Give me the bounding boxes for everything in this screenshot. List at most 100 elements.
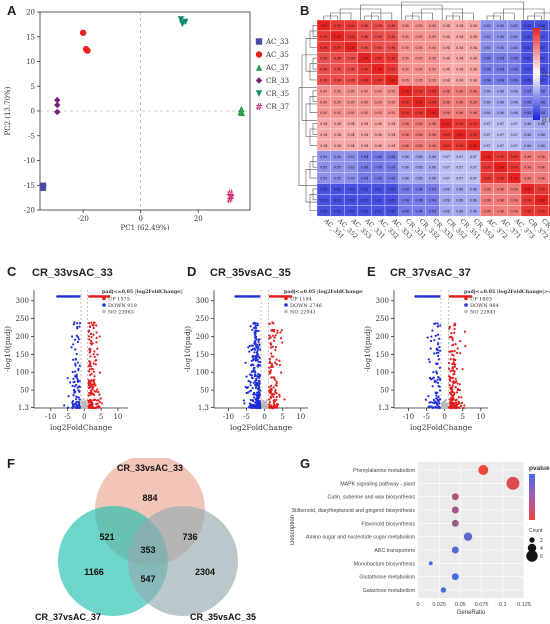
- heatmap-cell-value: 0.82: [347, 198, 354, 202]
- y-tick-label: 50: [200, 387, 209, 395]
- heatmap-cell-value: 0.84: [511, 78, 518, 82]
- volcano-point-down: [436, 403, 439, 407]
- volcano-point-down-capped: [257, 295, 261, 298]
- heatmap-cell-value: 0.94: [470, 57, 477, 61]
- heatmap-cell-value: 1.00: [511, 177, 518, 181]
- heatmap-cell-value: 0.95: [361, 100, 368, 104]
- volcano-point-down: [259, 348, 262, 351]
- volcano-legend-label: DOWN 984: [470, 303, 499, 309]
- volcano-point-down-capped: [436, 295, 439, 298]
- volcano-point-up: [94, 363, 97, 366]
- volcano-point-up: [272, 328, 276, 332]
- volcano-point-down: [75, 334, 78, 337]
- heatmap-cell-value: 0.99: [347, 24, 354, 28]
- heatmap-cell-value: 0.96: [538, 177, 545, 181]
- volcano-point-down-capped: [239, 295, 243, 298]
- heatmap-cell-value: 0.99: [320, 35, 327, 39]
- heatmap-cell-value: 0.99: [375, 78, 382, 82]
- volcano-point-down-capped: [437, 295, 441, 298]
- heatmap-cell-value: 0.84: [402, 209, 409, 213]
- volcano-point-up: [268, 398, 271, 401]
- pca-point-CR_33: [54, 108, 61, 116]
- volcano-point-down-capped: [248, 295, 252, 298]
- heatmap-cell-value: 0.87: [443, 155, 450, 159]
- volcano-point-up: [280, 329, 283, 332]
- volcano-point-up: [452, 361, 455, 364]
- volcano-point-up: [96, 388, 99, 391]
- volcano-point-up: [275, 380, 278, 383]
- heatmap-cell-value: 0.85: [497, 35, 504, 39]
- venn-set-2: [128, 506, 238, 616]
- heatmap-cell-value: 0.95: [415, 46, 422, 50]
- volcano-point-down: [433, 352, 436, 355]
- volcano-point-down-capped: [427, 295, 430, 298]
- x-tick-label: 0: [262, 413, 266, 421]
- volcano-point-down: [77, 338, 81, 341]
- volcano-point-down-capped: [236, 295, 239, 298]
- heatmap-cell-value: 0.95: [388, 111, 395, 115]
- volcano-point-down: [429, 339, 433, 343]
- heatmap-cell-value: 0.94: [334, 122, 341, 126]
- row-dendrogram-branch: [309, 161, 317, 179]
- volcano-point-up: [456, 382, 459, 385]
- heatmap-cell-value: 1.00: [470, 144, 477, 148]
- volcano-point-down: [77, 369, 80, 372]
- heatmap-cell-value: 0.99: [415, 111, 422, 115]
- row-dendrogram-branch: [309, 128, 317, 146]
- heatmap-cell-value: 0.96: [524, 155, 531, 159]
- heatmap-cell-value: 0.96: [497, 187, 504, 191]
- volcano-point-up: [459, 352, 462, 355]
- volcano-point-up: [270, 365, 273, 368]
- heatmap-cell-value: 0.94: [443, 24, 450, 28]
- volcano-point-up: [94, 406, 98, 409]
- heatmap-cell-value: 0.82: [375, 209, 382, 213]
- volcano-point-down: [248, 373, 252, 376]
- volcano-point-down-capped: [423, 295, 427, 298]
- heatmap-cell-value: 0.86: [443, 187, 450, 191]
- heatmap-cell-value: 0.95: [429, 35, 436, 39]
- volcano-point-up: [457, 400, 460, 403]
- category-label: Cutin, suberine and wax biosynthesis: [328, 495, 416, 501]
- volcano-point-up: [272, 339, 276, 342]
- heatmap-cell-value: 0.85: [347, 155, 354, 159]
- pvalue-legend-title: pvalue: [529, 465, 550, 472]
- volcano-point-no: [84, 405, 87, 408]
- heatmap-cell-value: 0.98: [388, 35, 395, 39]
- legend-label: CR_35: [266, 90, 289, 98]
- y-axis-label: -log10(padj): [183, 326, 192, 372]
- volcano-point-down: [433, 339, 436, 342]
- volcano-point-up: [452, 402, 455, 405]
- volcano-point-down: [73, 385, 76, 388]
- volcano-point-down: [253, 375, 256, 378]
- volcano-legend-marker: [464, 296, 468, 301]
- volcano-point-down: [249, 384, 252, 387]
- heatmap-cell-value: 0.94: [388, 133, 395, 137]
- volcano-point-up: [269, 336, 272, 339]
- heatmap-cell-value: 0.86: [415, 166, 422, 170]
- volcano-point-down-capped: [247, 295, 250, 298]
- volcano-point-down: [257, 376, 261, 379]
- volcano-point-down: [254, 401, 257, 404]
- heatmap-cell-value: 0.98: [347, 68, 354, 72]
- volcano-point-down: [429, 378, 433, 381]
- volcano-point-up: [271, 394, 274, 397]
- heatmap-cell-value: 0.84: [483, 78, 490, 82]
- volcano-point-up: [271, 345, 274, 348]
- volcano-point-up: [92, 362, 95, 365]
- volcano-point-up: [451, 386, 454, 389]
- volcano-point-up: [458, 383, 461, 386]
- heatmap-cell: [548, 74, 550, 86]
- heatmap-cell-value: 0.86: [511, 100, 518, 104]
- volcano-point-up: [88, 386, 91, 389]
- heatmap-cell-value: 0.96: [402, 122, 409, 126]
- volcano-point-down: [76, 322, 79, 325]
- volcano-point-up: [89, 332, 93, 336]
- heatmap-cell-value: 0.85: [497, 24, 504, 28]
- volcano-point-down: [427, 358, 430, 361]
- volcano-point-up: [87, 335, 90, 338]
- heatmap-cell-value: 0.82: [524, 24, 531, 28]
- row-dendrogram-branch: [309, 194, 317, 212]
- volcano-point-up: [455, 406, 459, 409]
- volcano-point-up: [276, 331, 279, 335]
- volcano-point-down: [78, 404, 81, 408]
